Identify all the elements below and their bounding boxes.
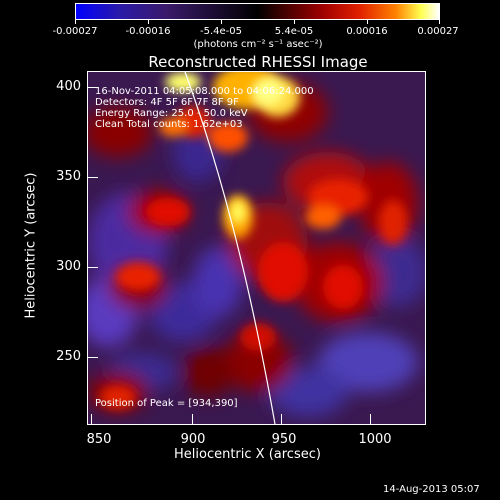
colorbar-tick-label: -0.00016: [125, 26, 171, 37]
colorbar-unit-label: (photons cm⁻² s⁻¹ asec⁻²): [193, 39, 323, 50]
x-tick-label: 900: [180, 432, 206, 447]
plot-title: Reconstructed RHESSI Image: [148, 53, 368, 71]
solar-limb-line: [184, 72, 276, 424]
y-tick-label: 250: [56, 349, 81, 364]
y-axis-label: Heliocentric Y (arcsec): [23, 172, 39, 319]
x-tick-label: 950: [271, 432, 297, 447]
colorbar-tick-label: 5.4e-05: [274, 26, 314, 37]
y-tick-label: 350: [56, 169, 81, 184]
peak-position-text: Position of Peak = [934,390]: [95, 398, 238, 409]
colorbar-tick-label: 0.00016: [346, 26, 388, 37]
x-tick-marks: [87, 414, 426, 425]
colorbar-tick-marks: [75, 20, 440, 24]
time-range-text: 16-Nov-2011 04:05:08.000 to 04:06:24.000: [95, 86, 314, 97]
colorbar-tick-label: 0.00027: [417, 26, 459, 37]
footer-timestamp: 14-Aug-2013 05:07: [383, 484, 480, 495]
energy-range-text: Energy Range: 25.0 - 50.0 keV: [95, 108, 248, 119]
y-tick-marks: [88, 71, 98, 425]
colorbar-tick-label: -5.4e-05: [200, 26, 242, 37]
x-axis-label: Heliocentric X (arcsec): [174, 447, 321, 462]
detectors-text: Detectors: 4F 5F 6F 7F 8F 9F: [95, 97, 239, 108]
x-tick-label: 1000: [358, 432, 392, 447]
colorbar-tick-label: -0.00027: [52, 26, 98, 37]
y-tick-label: 300: [56, 259, 81, 274]
image-panel: 16-Nov-2011 04:05:08.000 to 04:06:24.000…: [88, 72, 425, 424]
plot-frame: [87, 71, 426, 425]
rhessi-map: [88, 72, 425, 424]
colorbar: [75, 3, 440, 20]
clean-counts-text: Clean Total counts: 1.62e+03: [95, 119, 243, 130]
y-tick-label: 400: [56, 79, 81, 94]
x-tick-label: 850: [86, 432, 112, 447]
